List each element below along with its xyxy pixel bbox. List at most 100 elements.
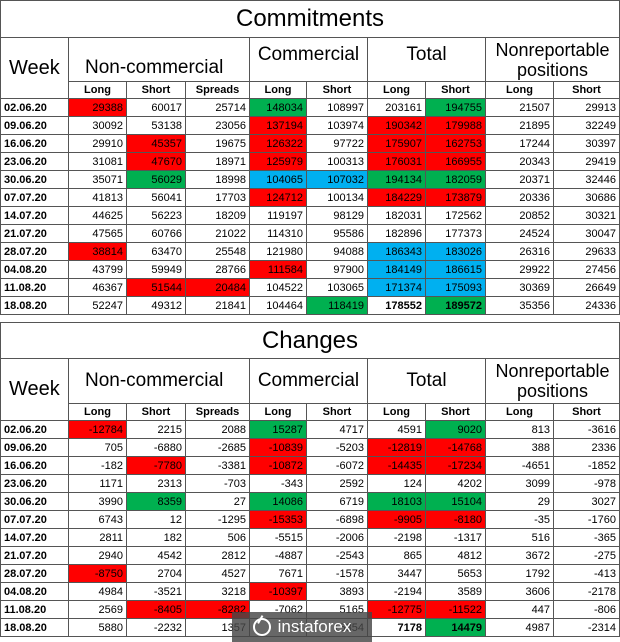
value-cell: -2685 [185,438,250,457]
value-cell: 47670 [126,152,186,171]
value-cell: -5203 [306,438,368,457]
value-cell: 2313 [126,474,186,493]
table-row: 09.06.20 705 -6880 -2685 -10839 -5203 -12819 -1… [0,438,620,457]
value-cell: 126322 [249,134,307,153]
value-cell: 9020 [425,420,486,439]
value-cell: 179988 [425,116,486,135]
value-cell: 29922 [485,260,554,279]
value-cell: 2592 [306,474,368,493]
column-subheader: Long [249,81,307,99]
value-cell: 107032 [306,170,368,189]
value-cell: 20371 [485,170,554,189]
value-cell: -10872 [249,456,307,475]
week-header: Week [0,37,69,99]
table-row: 21.07.20 47565 60766 21022 114310 95586 182896… [0,224,620,243]
week-date: 23.06.20 [0,474,69,493]
changes-rows: 02.06.20 -12784 2215 2088 15287 4717 4591 9020 8… [0,420,620,637]
value-cell: -182 [68,456,127,475]
value-cell: 172562 [425,206,486,225]
value-cell: -2006 [306,528,368,547]
value-cell: -703 [185,474,250,493]
value-cell: -1852 [553,456,620,475]
value-cell: 114310 [249,224,307,243]
table-row: 30.06.20 35071 56029 18998 104065 107032 19413… [0,170,620,189]
value-cell: 166955 [425,152,486,171]
week-date: 21.07.20 [0,224,69,243]
value-cell: 183026 [425,242,486,261]
value-cell: 18971 [185,152,250,171]
value-cell: 23056 [185,116,250,135]
column-subheader: Short [306,403,368,421]
table-row: 02.06.20 -12784 2215 2088 15287 4717 4591 9020 8… [0,420,620,439]
value-cell: 6719 [306,492,368,511]
value-cell: 186343 [367,242,426,261]
table-row: 04.08.20 4984 -3521 3218 -10397 3893 -2194 3589… [0,582,620,601]
value-cell: 186615 [425,260,486,279]
value-cell: 103974 [306,116,368,135]
value-cell: 21841 [185,296,250,315]
value-cell: 63470 [126,242,186,261]
value-cell: 125979 [249,152,307,171]
value-cell: -10397 [249,582,307,601]
value-cell: 38814 [68,242,127,261]
value-cell: 43799 [68,260,127,279]
value-cell: -2198 [367,528,426,547]
value-cell: 17703 [185,188,250,207]
value-cell: 35071 [68,170,127,189]
week-date: 18.08.20 [0,618,69,637]
value-cell: 124 [367,474,426,493]
value-cell: 203161 [367,98,426,117]
value-cell: 171374 [367,278,426,297]
table-row: 11.08.20 46367 51544 20484 104522 103065 17137… [0,278,620,297]
value-cell: 177373 [425,224,486,243]
week-date: 16.06.20 [0,456,69,475]
value-cell: 20484 [185,278,250,297]
value-cell: 24524 [485,224,554,243]
table-row: 16.06.20 29910 45357 19675 126322 97722 175907… [0,134,620,153]
value-cell: -1760 [553,510,620,529]
value-cell: 19675 [185,134,250,153]
value-cell: 4717 [306,420,368,439]
value-cell: 705 [68,438,127,457]
column-subheader: Long [485,403,554,421]
value-cell: 173879 [425,188,486,207]
value-cell: 29913 [553,98,620,117]
value-cell: -365 [553,528,620,547]
value-cell: -3616 [553,420,620,439]
value-cell: 18998 [185,170,250,189]
value-cell: 108997 [306,98,368,117]
value-cell: -4887 [249,546,307,565]
value-cell: -8405 [126,600,186,619]
value-cell: 175907 [367,134,426,153]
column-subheader: Short [425,403,486,421]
value-cell: 59949 [126,260,186,279]
value-cell: -2194 [367,582,426,601]
value-cell: 7671 [249,564,307,583]
value-cell: 25548 [185,242,250,261]
column-subheader: Spreads [185,81,250,99]
value-cell: 94088 [306,242,368,261]
week-date: 04.08.20 [0,582,69,601]
table-row: 02.06.20 29388 60017 25714 148034 108997 20316… [0,98,620,117]
value-cell: 15104 [425,492,486,511]
value-cell: -1317 [425,528,486,547]
value-cell: 111584 [249,260,307,279]
week-date: 30.06.20 [0,170,69,189]
value-cell: 100313 [306,152,368,171]
column-subheader: Short [306,81,368,99]
value-cell: -806 [553,600,620,619]
value-cell: 31081 [68,152,127,171]
week-date: 14.07.20 [0,206,69,225]
value-cell: 189572 [425,296,486,315]
value-cell: 182031 [367,206,426,225]
table-row: 23.06.20 31081 47670 18971 125979 100313 17603… [0,152,620,171]
nonreportable-header: Nonreportable positions [485,358,620,404]
noncommercial-header: Non-commercial [68,358,250,404]
commercial-header: Commercial [249,37,368,82]
value-cell: 20336 [485,188,554,207]
value-cell: 4542 [126,546,186,565]
value-cell: -17234 [425,456,486,475]
value-cell: -12775 [367,600,426,619]
value-cell: 3218 [185,582,250,601]
watermark-text: instaforex [277,617,352,636]
